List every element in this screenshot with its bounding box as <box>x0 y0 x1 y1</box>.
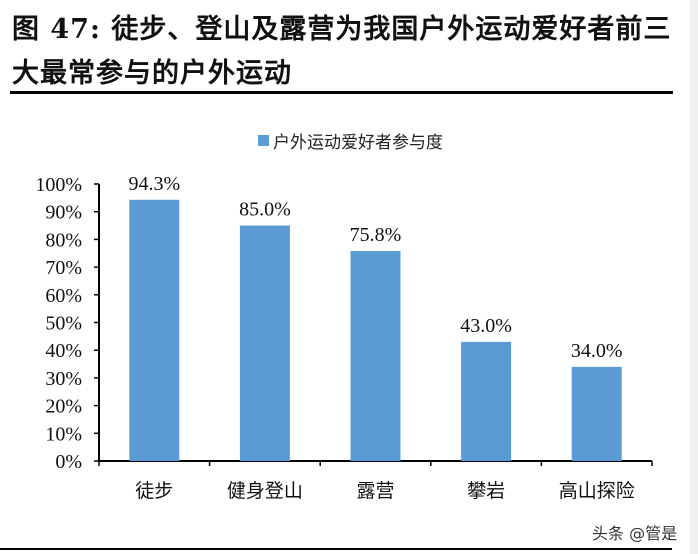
y-tick-label: 40% <box>45 340 82 362</box>
y-tick-label: 80% <box>45 229 82 251</box>
bar <box>461 341 512 461</box>
bar <box>129 199 180 461</box>
y-tick-label: 30% <box>45 368 82 390</box>
scrollbar-strip <box>690 0 698 554</box>
figure-title: 图 47: 徒步、登山及露营为我国户外运动爱好者前三大最常参与的户外运动 <box>12 14 672 89</box>
x-tick-label: 攀岩 <box>467 480 505 502</box>
bar <box>239 225 290 461</box>
watermark: 头条 @管是 <box>592 524 678 543</box>
legend: 户外运动爱好者参与度 <box>258 128 443 153</box>
legend-swatch <box>258 135 269 146</box>
bar <box>350 251 401 461</box>
y-tick-label: 90% <box>45 202 82 224</box>
data-label: 43.0% <box>460 315 512 337</box>
y-tick-label: 20% <box>45 396 82 418</box>
data-label: 85.0% <box>239 199 291 221</box>
y-tick-label: 0% <box>55 451 82 473</box>
data-label: 94.3% <box>128 173 180 195</box>
data-label: 75.8% <box>350 224 402 246</box>
x-tick-label: 徒步 <box>135 480 173 502</box>
y-tick-label: 10% <box>45 423 82 445</box>
data-label: 34.0% <box>571 340 623 362</box>
x-tick-label: 健身登山 <box>227 480 303 502</box>
bottom-divider <box>0 548 672 550</box>
y-tick-label: 70% <box>45 257 82 279</box>
x-tick-label: 高山探险 <box>559 480 635 502</box>
legend-label: 户外运动爱好者参与度 <box>273 133 443 153</box>
y-tick-label: 100% <box>35 174 82 196</box>
title-divider <box>10 91 673 94</box>
bar <box>571 366 622 461</box>
x-tick-label: 露营 <box>356 480 394 502</box>
y-tick-label: 60% <box>45 285 82 307</box>
y-tick-label: 50% <box>45 313 82 335</box>
